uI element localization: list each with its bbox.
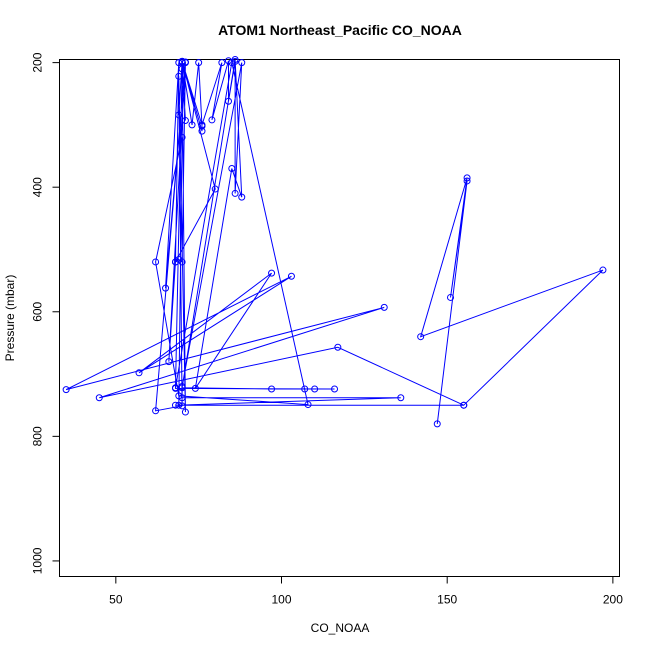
y-tick-label: 800 [31,426,45,446]
data-point [238,193,246,201]
data-point [95,394,103,402]
data-point [181,408,189,416]
series-group [62,56,607,428]
data-point [228,165,236,173]
data-point [301,385,309,393]
x-axis: 50 100 150 200 [109,576,623,607]
series-line [65,59,604,424]
data-point [191,384,199,392]
data-point [211,185,219,193]
data-point [165,358,173,366]
x-tick-label: 50 [109,593,123,607]
data-point [224,57,232,65]
data-point [188,121,196,129]
data-point [208,116,216,124]
data-point [198,121,206,129]
data-point [171,384,179,392]
data-point [397,394,405,402]
data-point [175,401,183,409]
data-point [218,59,226,67]
data-point [417,333,425,341]
data-point [162,284,170,292]
y-tick-label: 600 [31,301,45,321]
y-tick-label: 200 [31,52,45,72]
data-point [195,59,203,67]
data-point [599,266,607,274]
data-point [463,174,471,182]
data-point [433,420,441,428]
x-tick-label: 100 [271,593,291,607]
plot-frame [59,59,620,577]
data-point [152,407,160,415]
x-tick-label: 150 [437,593,457,607]
data-point [463,177,471,185]
data-point [231,57,239,65]
data-point [152,258,160,266]
data-point [268,269,276,277]
data-point [460,401,468,409]
data-point [178,402,186,410]
y-tick-label: 1000 [31,547,45,574]
data-point [178,133,186,141]
chart-title: ATOM1 Northeast_Pacific CO_NOAA [218,22,462,38]
data-point [228,59,236,67]
y-axis: 200 400 600 800 1000 [31,52,60,574]
x-axis-label: CO_NOAA [311,621,370,635]
data-point [62,386,70,394]
data-point [380,303,388,311]
data-point [268,385,276,393]
data-point [224,97,232,105]
data-point [311,385,319,393]
data-point [181,117,189,125]
data-point [287,272,295,280]
y-tick-label: 400 [31,177,45,197]
data-point [304,401,312,409]
y-axis-label: Pressure (mbar) [3,275,17,362]
data-point [334,343,342,351]
data-point [171,401,179,409]
data-point [135,369,143,377]
data-point [178,57,186,65]
data-point [175,59,183,67]
data-point [238,59,246,67]
data-point [175,392,183,400]
x-tick-label: 200 [603,593,623,607]
data-point [175,72,183,80]
data-point [171,258,179,266]
data-point [331,385,339,393]
data-point [231,189,239,197]
data-point [447,293,455,301]
data-point [175,111,183,119]
data-point [181,59,189,67]
data-point [178,383,186,391]
